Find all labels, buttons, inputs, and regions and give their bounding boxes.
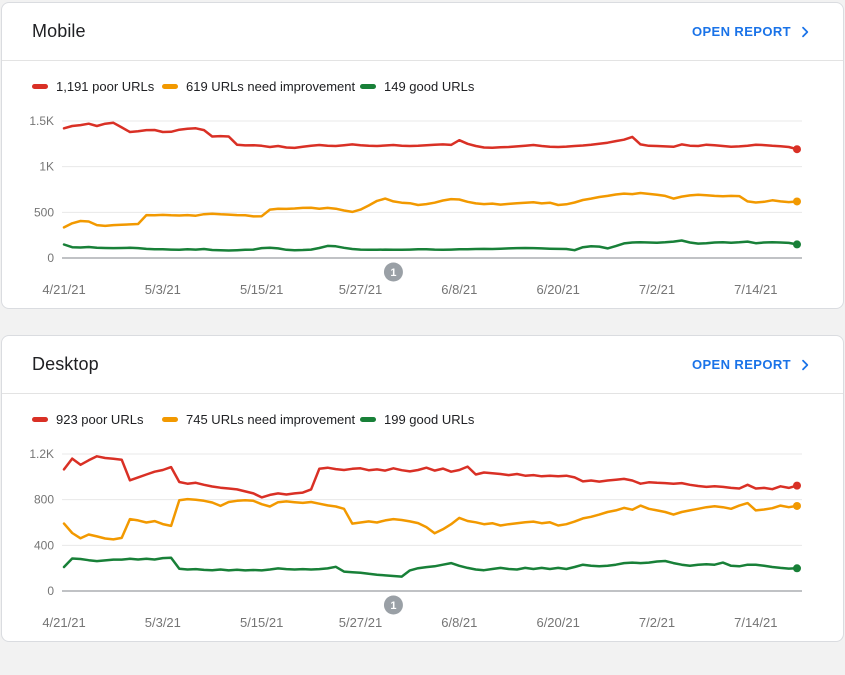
annotation-marker[interactable]: 1 xyxy=(383,262,403,282)
urls-need-improvement-end-dot xyxy=(793,197,801,206)
legend-item-good: 199 good URLs xyxy=(360,412,474,427)
y-axis-label: 500 xyxy=(34,205,54,219)
y-axis-label: 1.2K xyxy=(29,447,54,461)
open-report-link-mobile[interactable]: OPEN REPORT xyxy=(692,24,813,40)
y-axis-label: 800 xyxy=(34,493,54,507)
good-series-dash-icon xyxy=(360,417,376,422)
poor-urls-end-dot xyxy=(793,481,801,490)
x-axis-label: 4/21/21 xyxy=(42,615,85,630)
annotation-badge-label: 1 xyxy=(390,600,396,612)
legend-label-good: 149 good URLs xyxy=(384,79,475,94)
legend-item-needs-improvement: 745 URLs need improvement xyxy=(162,412,360,427)
chart-legend-mobile: 1,191 poor URLs 619 URLs need improvemen… xyxy=(2,61,843,108)
x-axis-label: 7/2/21 xyxy=(639,615,675,630)
x-axis-label: 5/3/21 xyxy=(145,282,181,297)
desktop-card: Desktop OPEN REPORT 923 poor URLs 745 UR… xyxy=(1,335,844,642)
y-axis-label: 1.5K xyxy=(29,114,54,128)
mobile-card: Mobile OPEN REPORT 1,191 poor URLs 619 U… xyxy=(1,2,844,309)
x-axis-label: 5/27/21 xyxy=(339,282,382,297)
annotation-badge-label: 1 xyxy=(390,267,396,279)
x-axis-label: 6/8/21 xyxy=(441,615,477,630)
mobile-card-header: Mobile OPEN REPORT xyxy=(2,3,843,61)
annotation-badge-circle xyxy=(383,595,403,615)
legend-item-good: 149 good URLs xyxy=(360,79,474,94)
chart-legend-desktop: 923 poor URLs 745 URLs need improvement … xyxy=(2,394,843,441)
needs-improvement-series-dash-icon xyxy=(162,417,178,422)
good-urls-line xyxy=(62,239,799,252)
y-axis-label: 0 xyxy=(47,584,54,598)
poor-series-dash-icon xyxy=(32,84,48,89)
legend-label-needs-improvement: 745 URLs need improvement xyxy=(186,412,356,427)
good-urls-end-dot xyxy=(793,240,801,249)
x-axis-label: 4/21/21 xyxy=(42,282,85,297)
card-title-desktop: Desktop xyxy=(32,354,99,374)
poor-urls-line xyxy=(62,121,799,151)
legend-item-poor: 1,191 poor URLs xyxy=(32,79,162,94)
chevron-right-icon xyxy=(802,359,809,370)
urls-need-improvement-end-dot xyxy=(793,501,801,510)
y-axis-label: 1K xyxy=(39,160,54,174)
desktop-card-header: Desktop OPEN REPORT xyxy=(2,336,843,394)
legend-label-poor: 1,191 poor URLs xyxy=(56,79,155,94)
card-title-mobile: Mobile xyxy=(32,21,86,41)
annotation-marker[interactable]: 1 xyxy=(383,595,403,615)
x-axis-label: 6/20/21 xyxy=(536,615,579,630)
chevron-right-icon xyxy=(802,26,809,37)
x-axis-label: 7/14/21 xyxy=(734,282,777,297)
annotation-badge-circle xyxy=(383,262,403,282)
good-urls-end-dot xyxy=(793,564,801,573)
open-report-label: OPEN REPORT xyxy=(691,24,791,39)
desktop-chart: 0 400 800 1.2K 4/21/21 5/3/21 5/15/21 5/27/21 6/… xyxy=(2,441,843,641)
x-axis-label: 6/20/21 xyxy=(536,282,579,297)
needs-improvement-series-dash-icon xyxy=(162,84,178,89)
good-urls-line xyxy=(62,556,799,578)
poor-urls-line xyxy=(62,455,799,499)
x-axis-label: 7/2/21 xyxy=(639,282,675,297)
legend-item-needs-improvement: 619 URLs need improvement xyxy=(162,79,360,94)
urls-need-improvement-line xyxy=(62,497,799,541)
x-axis-label: 5/15/21 xyxy=(240,615,283,630)
legend-label-needs-improvement: 619 URLs need improvement xyxy=(186,79,356,94)
poor-series-dash-icon xyxy=(32,417,48,422)
x-axis-label: 5/15/21 xyxy=(240,282,283,297)
mobile-chart: 0 500 1K 1.5K 4/21/21 5/3/21 5/15/21 5/27/21 6/8… xyxy=(2,108,843,308)
line-chart: 0 500 1K 1.5K 4/21/21 5/3/21 5/15/21 5/27/21 6/8… xyxy=(29,114,802,297)
good-series-dash-icon xyxy=(360,84,376,89)
line-chart: 0 400 800 1.2K 4/21/21 5/3/21 5/15/21 5/27/21 6/… xyxy=(29,447,802,630)
x-axis-label: 5/27/21 xyxy=(339,615,382,630)
legend-item-poor: 923 poor URLs xyxy=(32,412,162,427)
urls-need-improvement-line xyxy=(62,191,799,229)
open-report-link-desktop[interactable]: OPEN REPORT xyxy=(692,357,813,373)
open-report-label: OPEN REPORT xyxy=(691,357,791,372)
legend-label-poor: 923 poor URLs xyxy=(56,412,144,427)
x-axis-label: 7/14/21 xyxy=(734,615,777,630)
poor-urls-end-dot xyxy=(793,145,801,154)
y-axis-label: 0 xyxy=(47,251,54,265)
legend-label-good: 199 good URLs xyxy=(384,412,475,427)
x-axis-label: 5/3/21 xyxy=(145,615,181,630)
y-axis-label: 400 xyxy=(34,538,54,552)
x-axis-label: 6/8/21 xyxy=(441,282,477,297)
